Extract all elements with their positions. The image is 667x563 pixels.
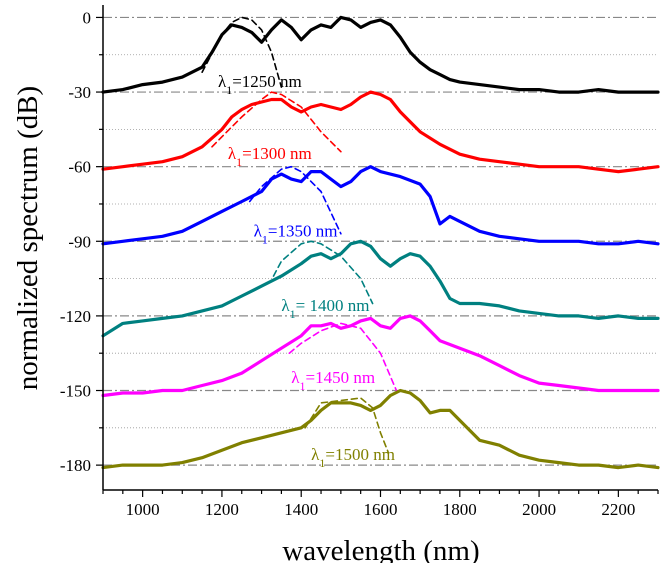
series-layer bbox=[101, 15, 660, 470]
fit-curve-1 bbox=[201, 16, 283, 88]
y-tick-label: -150 bbox=[60, 382, 91, 401]
spectrum-series-0 bbox=[101, 15, 660, 94]
spectrum-series-6 bbox=[101, 239, 660, 338]
x-tick-label: 1400 bbox=[284, 500, 318, 519]
fit-curve-5 bbox=[248, 165, 342, 235]
x-tick-label: 2000 bbox=[522, 500, 556, 519]
x-tick-label: 1800 bbox=[443, 500, 477, 519]
annotation-3: λ1= 1400 nm bbox=[281, 296, 369, 321]
spectrum-series-8 bbox=[101, 314, 660, 398]
y-tick-label: -120 bbox=[60, 307, 91, 326]
y-axis-title: normalized spectrum (dB) bbox=[12, 86, 44, 390]
fit-curve-3 bbox=[211, 91, 342, 153]
spectrum-series-2 bbox=[101, 90, 660, 174]
annotation-2: λ1=1350 nm bbox=[254, 221, 338, 246]
annotation-4: λ1=1450 nm bbox=[291, 368, 375, 393]
y-tick-label: -30 bbox=[68, 83, 91, 102]
fit-curve-7 bbox=[272, 240, 374, 305]
y-tick-label: -60 bbox=[68, 158, 91, 177]
y-tick-label: -180 bbox=[60, 456, 91, 475]
x-tick-label: 2200 bbox=[601, 500, 635, 519]
fit-curve-11 bbox=[304, 397, 390, 454]
spectrum-series-10 bbox=[101, 388, 660, 470]
axes: 1000 1200 1400 1600 1800 2000 2200 0 -30 -60 -90 -1… bbox=[60, 5, 659, 519]
y-tick-label: -90 bbox=[68, 232, 91, 251]
spectrum-series-4 bbox=[101, 165, 660, 246]
x-axis-title: wavelength (nm) bbox=[282, 535, 479, 563]
annotations-layer: λ1=1250 nm λ1=1300 nm λ1=1350 nm λ1= 1400 n… bbox=[218, 72, 395, 470]
annotation-0: λ1=1250 nm bbox=[218, 72, 302, 97]
annotation-5: λ1=1500 nm bbox=[311, 445, 395, 470]
y-tick-label: 0 bbox=[83, 8, 92, 27]
x-tick-label: 1200 bbox=[205, 500, 239, 519]
annotation-1: λ1=1300 nm bbox=[228, 144, 312, 169]
x-tick-label: 1000 bbox=[126, 500, 160, 519]
x-tick-label: 1600 bbox=[364, 500, 398, 519]
fit-curve-9 bbox=[288, 322, 398, 392]
